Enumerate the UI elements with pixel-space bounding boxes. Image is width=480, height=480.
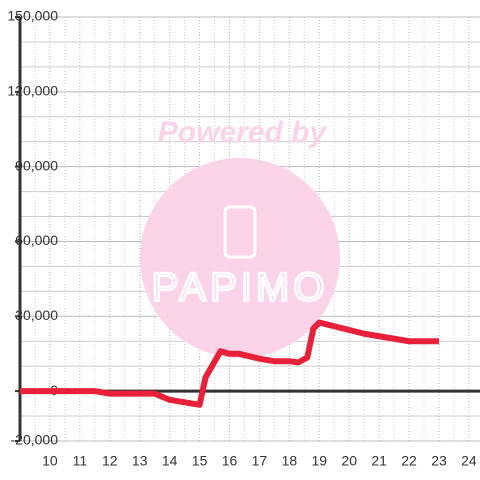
- watermark-icon: [223, 205, 257, 259]
- x-tick-label: 15: [192, 453, 208, 469]
- x-tick-label: 12: [102, 453, 118, 469]
- watermark-brand: PAPIMO: [152, 266, 329, 310]
- y-tick-label: 30,000: [15, 307, 58, 323]
- x-tick-label: 22: [401, 453, 417, 469]
- x-tick-label: 20: [341, 453, 357, 469]
- x-tick-label: 24: [461, 453, 477, 469]
- x-tick-label: 14: [162, 453, 178, 469]
- watermark: Powered by PAPIMO: [140, 116, 340, 358]
- y-tick-label: -20,000: [11, 432, 59, 448]
- watermark-title: Powered by: [158, 116, 328, 149]
- x-tick-label: 19: [311, 453, 327, 469]
- x-tick-label: 23: [431, 453, 447, 469]
- x-tick-label: 17: [252, 453, 268, 469]
- x-tick-label: 21: [371, 453, 387, 469]
- x-tick-label: 18: [282, 453, 298, 469]
- y-tick-label: 90,000: [15, 157, 58, 173]
- x-tick-label: 16: [222, 453, 238, 469]
- x-tick-label: 10: [42, 453, 58, 469]
- line: [20, 319, 439, 408]
- x-tick-label: 11: [73, 453, 88, 469]
- y-tick-label: 60,000: [15, 232, 58, 248]
- y-tick-label: 150,000: [7, 8, 58, 24]
- y-tick-label: 120,000: [7, 83, 58, 99]
- x-tick-label: 13: [132, 453, 148, 469]
